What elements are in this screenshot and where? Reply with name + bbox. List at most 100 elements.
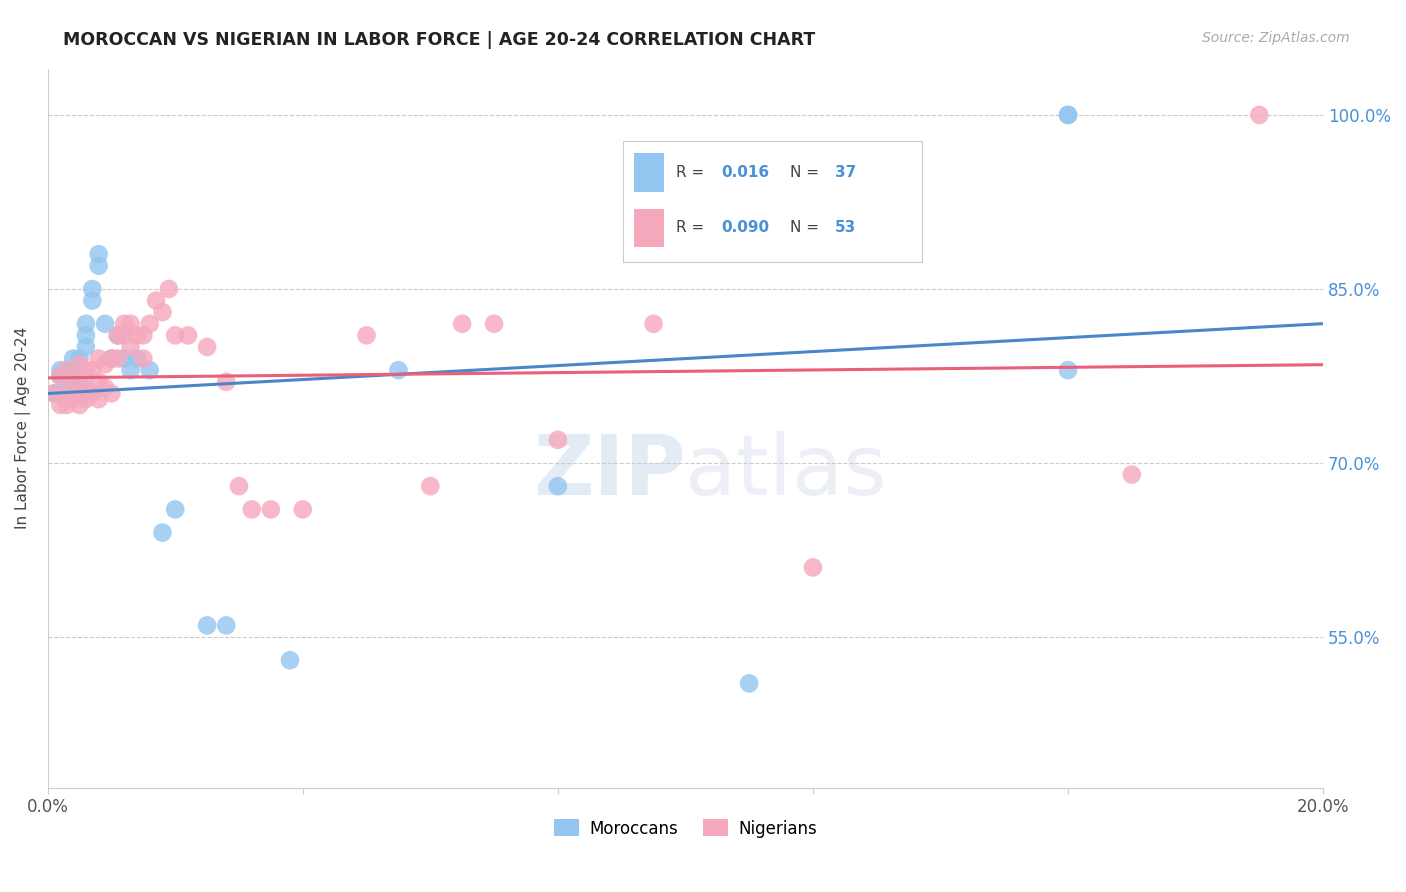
Point: [125, 351, 148, 366]
Point: [120, 317, 142, 331]
Point: [165, 502, 187, 516]
Point: [69, 375, 91, 389]
Point: [75, 380, 97, 394]
Point: [94, 317, 117, 331]
Text: R =: R =: [676, 220, 704, 235]
Point: [547, 479, 569, 493]
Point: [451, 317, 474, 331]
Point: [82, 282, 104, 296]
Point: [112, 317, 135, 331]
Point: [75, 363, 97, 377]
Point: [87, 351, 110, 366]
Point: [157, 282, 180, 296]
Point: [125, 328, 148, 343]
Point: [82, 363, 104, 377]
Point: [56, 386, 79, 401]
Point: [138, 317, 160, 331]
Point: [228, 479, 250, 493]
Point: [260, 502, 283, 516]
Point: [152, 305, 174, 319]
Point: [120, 363, 142, 377]
Text: atlas: atlas: [685, 431, 887, 512]
Point: [482, 317, 505, 331]
Text: ZIP: ZIP: [533, 431, 685, 512]
Point: [1057, 363, 1080, 377]
Point: [547, 433, 569, 447]
Point: [1249, 108, 1271, 122]
Point: [62, 375, 84, 389]
Point: [801, 560, 824, 574]
Bar: [634, 153, 665, 192]
Point: [56, 375, 79, 389]
Point: [49, 363, 72, 377]
Point: [69, 357, 91, 371]
Point: [62, 392, 84, 407]
Point: [215, 375, 238, 389]
Point: [100, 351, 122, 366]
Point: [49, 398, 72, 412]
Point: [112, 351, 135, 366]
Text: 37: 37: [835, 165, 856, 180]
Point: [738, 676, 761, 690]
Point: [643, 317, 665, 331]
Point: [94, 380, 117, 394]
Point: [419, 479, 441, 493]
Point: [132, 351, 155, 366]
Point: [69, 375, 91, 389]
Point: [82, 386, 104, 401]
Point: [107, 328, 129, 343]
Point: [69, 351, 91, 366]
Text: Source: ZipAtlas.com: Source: ZipAtlas.com: [1202, 31, 1350, 45]
Point: [69, 386, 91, 401]
Point: [82, 293, 104, 308]
Point: [112, 328, 135, 343]
Point: [107, 351, 129, 366]
Point: [56, 363, 79, 377]
Point: [145, 293, 167, 308]
Point: [62, 363, 84, 377]
Text: 0.090: 0.090: [721, 220, 769, 235]
Point: [56, 363, 79, 377]
Point: [56, 398, 79, 412]
Point: [62, 351, 84, 366]
Point: [138, 363, 160, 377]
Point: [291, 502, 314, 516]
Point: [107, 328, 129, 343]
Point: [87, 259, 110, 273]
Point: [87, 375, 110, 389]
Text: 0.016: 0.016: [721, 165, 769, 180]
Text: R =: R =: [676, 165, 704, 180]
Point: [1121, 467, 1143, 482]
Point: [165, 328, 187, 343]
Point: [42, 386, 65, 401]
Y-axis label: In Labor Force | Age 20-24: In Labor Force | Age 20-24: [15, 327, 31, 529]
Point: [1057, 108, 1080, 122]
Point: [120, 340, 142, 354]
Point: [177, 328, 200, 343]
Point: [278, 653, 301, 667]
Point: [56, 386, 79, 401]
Legend: Moroccans, Nigerians: Moroccans, Nigerians: [547, 813, 824, 844]
Point: [49, 368, 72, 383]
Point: [195, 618, 218, 632]
Point: [75, 317, 97, 331]
Point: [240, 502, 263, 516]
Point: [75, 328, 97, 343]
Point: [94, 357, 117, 371]
Point: [49, 368, 72, 383]
Point: [75, 392, 97, 407]
Text: N =: N =: [790, 165, 820, 180]
Bar: [634, 209, 665, 247]
Point: [42, 386, 65, 401]
Point: [132, 328, 155, 343]
Point: [87, 392, 110, 407]
Point: [100, 386, 122, 401]
Point: [215, 618, 238, 632]
Point: [100, 351, 122, 366]
Point: [62, 375, 84, 389]
Point: [387, 363, 409, 377]
Point: [195, 340, 218, 354]
Text: N =: N =: [790, 220, 820, 235]
Point: [1057, 108, 1080, 122]
Text: 53: 53: [835, 220, 856, 235]
